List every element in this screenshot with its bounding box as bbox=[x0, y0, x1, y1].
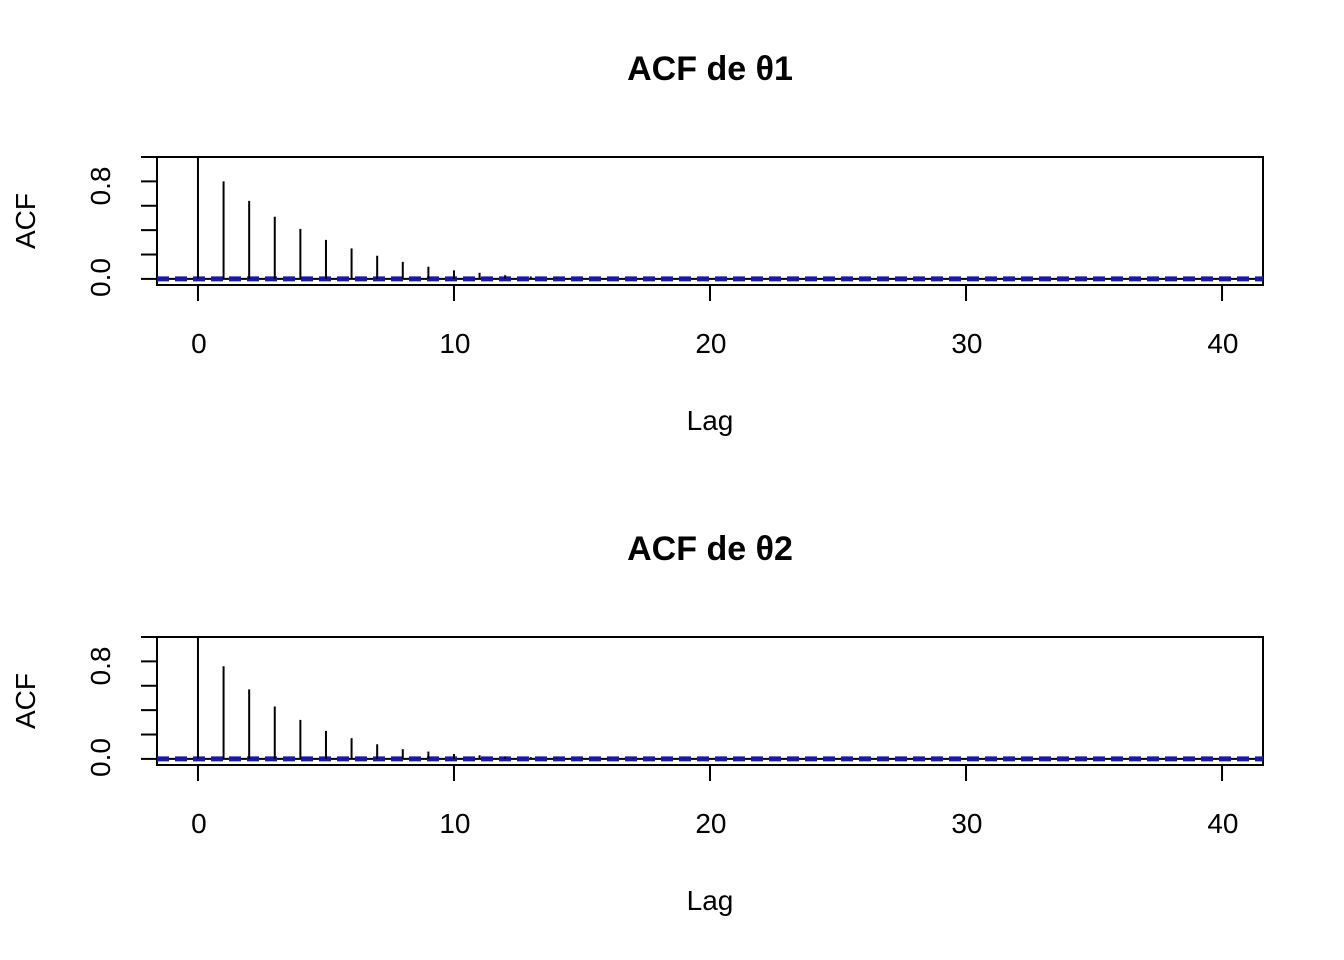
y-tick-labels-1: 0.0 0.8 bbox=[85, 167, 116, 297]
x-tick-label: 0 bbox=[191, 808, 207, 839]
y-tick-label: 0.8 bbox=[85, 647, 116, 686]
chart-title-2: ACF de θ2 bbox=[627, 530, 793, 568]
y-tick-label: 0.8 bbox=[85, 167, 116, 206]
y-axis-label-2: ACF bbox=[10, 673, 41, 729]
x-tick-labels-1: 0 10 20 30 40 bbox=[191, 328, 1238, 359]
x-tick-label: 10 bbox=[439, 328, 470, 359]
y-tick-label: 0.0 bbox=[85, 258, 116, 297]
chart-title-1: ACF de θ1 bbox=[627, 50, 793, 88]
acf-panel-2: ACF de θ2 Lag ACF 0 10 20 30 40 0.0 0.8 bbox=[10, 530, 1264, 916]
x-tick-label: 20 bbox=[695, 328, 726, 359]
y-tick-labels-2: 0.0 0.8 bbox=[85, 647, 116, 777]
plot-marks-2 bbox=[141, 636, 1264, 781]
acf-panel-1: ACF de θ1 Lag ACF 0 10 20 30 40 0.0 0.8 bbox=[10, 50, 1264, 436]
x-axis-label-2: Lag bbox=[687, 885, 734, 916]
x-tick-label: 10 bbox=[439, 808, 470, 839]
y-tick-label: 0.0 bbox=[85, 738, 116, 777]
plot-marks-1 bbox=[141, 156, 1264, 301]
x-tick-label: 30 bbox=[951, 808, 982, 839]
y-axis-label-1: ACF bbox=[10, 193, 41, 249]
x-tick-label: 20 bbox=[695, 808, 726, 839]
x-axis-label-1: Lag bbox=[687, 405, 734, 436]
x-tick-label: 40 bbox=[1207, 328, 1238, 359]
x-tick-label: 0 bbox=[191, 328, 207, 359]
x-tick-label: 40 bbox=[1207, 808, 1238, 839]
x-tick-label: 30 bbox=[951, 328, 982, 359]
x-tick-labels-2: 0 10 20 30 40 bbox=[191, 808, 1238, 839]
